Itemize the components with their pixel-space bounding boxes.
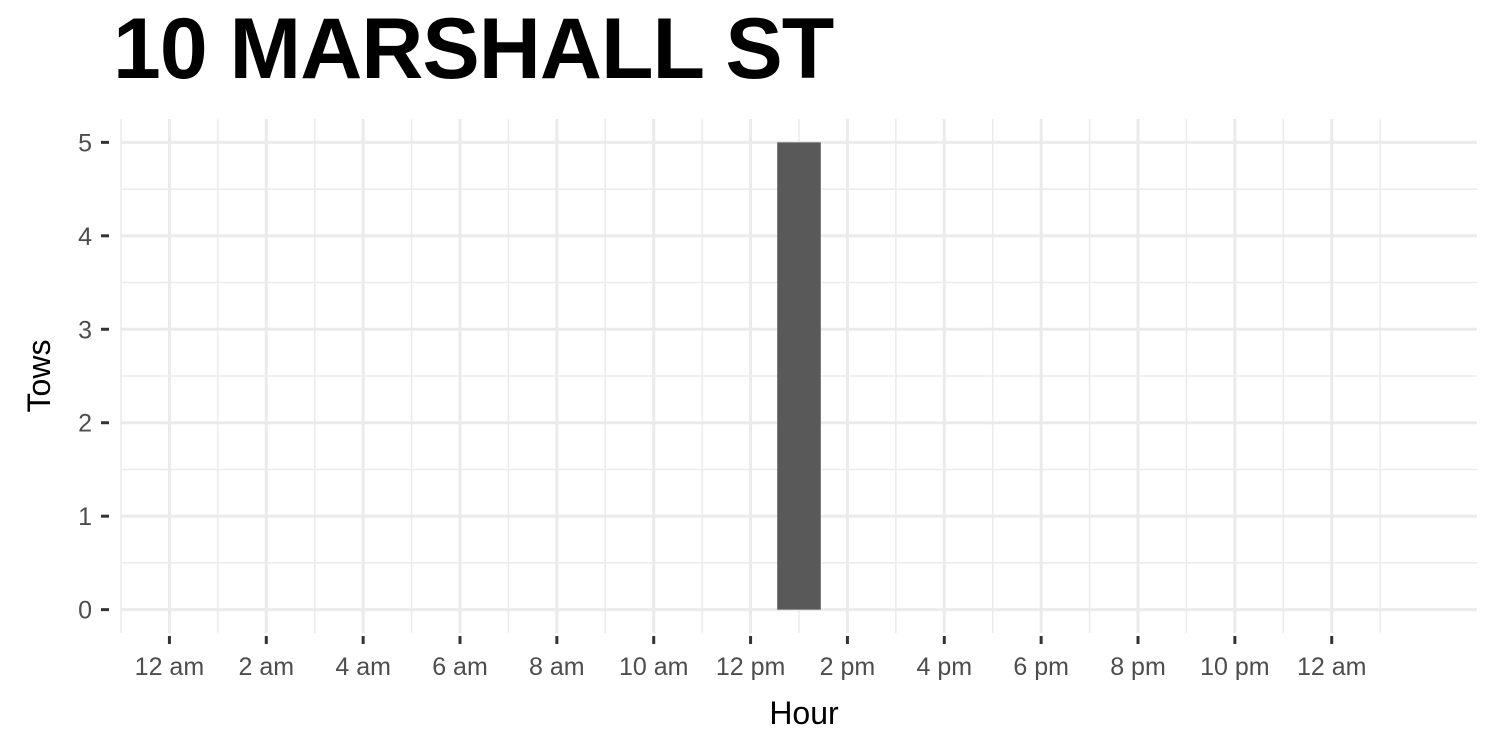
x-tick-label: 12 am [1297,653,1366,681]
x-tick-label: 12 am [135,653,204,681]
y-tick-label: 5 [78,129,92,157]
chart-title: 10 MARSHALL ST [113,1,834,97]
y-tick-label: 4 [78,223,92,251]
y-tick-label: 3 [78,316,92,344]
y-axis: 0 1 2 3 4 5 [78,129,109,625]
x-tick-label: 2 am [238,653,294,681]
x-tick-label: 8 pm [1110,653,1166,681]
x-tick-label: 12 pm [716,653,785,681]
x-tick-label: 10 am [619,653,688,681]
y-axis-title: Tows [21,340,57,413]
y-tick-label: 2 [78,410,92,438]
bar [777,142,821,610]
x-tick-label: 4 am [335,653,391,681]
x-axis-title: Hour [769,695,839,731]
x-tick-label: 6 pm [1013,653,1069,681]
y-tick-label: 0 [78,597,92,625]
x-tick-label: 6 am [432,653,488,681]
bars [777,142,821,610]
y-tick-label: 1 [78,503,92,531]
x-tick-label: 8 am [529,653,585,681]
x-tick-label: 2 pm [820,653,876,681]
x-tick-label: 4 pm [916,653,972,681]
x-tick-label: 10 pm [1200,653,1269,681]
x-axis: 12 am 2 am 4 am 6 am 8 am 10 am 12 pm 2 pm 4 pm 6… [135,636,1366,681]
